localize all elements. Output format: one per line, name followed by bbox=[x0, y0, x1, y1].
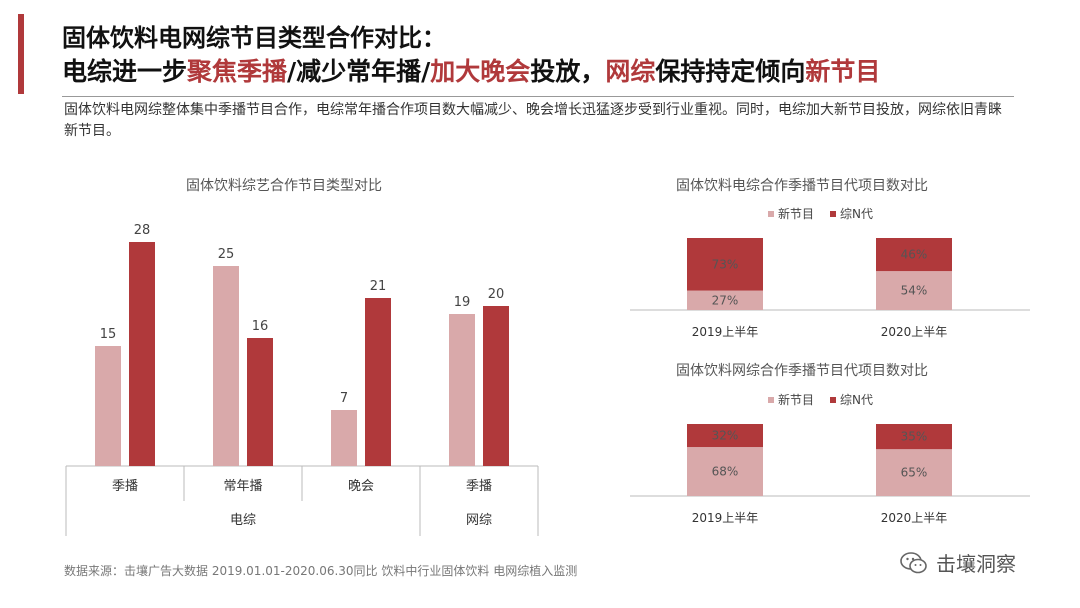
segment-label: 73% bbox=[712, 257, 739, 271]
segment-label: 54% bbox=[901, 284, 928, 298]
chart1-data-label: 21 bbox=[370, 279, 387, 294]
title-part-3: 加大晚会 bbox=[430, 57, 531, 86]
chart2-stacked-bar: 新节目 综N代 27% 73% 2019上半年 54% 46% 2020上半年 bbox=[630, 206, 1030, 339]
stacked-segment bbox=[876, 238, 952, 272]
segment-label: 65% bbox=[901, 466, 928, 480]
title-part-2: /减少常年播/ bbox=[287, 57, 431, 86]
page-description: 固体饮料电网综整体集中季播节目合作，电综常年播合作项目数大幅减少、晚会增长迅猛逐… bbox=[64, 102, 1002, 139]
stacked-segment bbox=[876, 424, 952, 450]
chart1-bar bbox=[213, 266, 239, 466]
title-part-7: 新节目 bbox=[805, 57, 881, 86]
title-part-4: 投放， bbox=[530, 57, 606, 86]
page-title-line2: 电综进一步聚焦季播/减少常年播/加大晚会投放，网综保持持定倾向新节目 bbox=[62, 52, 880, 88]
legend-label: 新节目 bbox=[778, 206, 814, 221]
chart1-bar bbox=[331, 410, 357, 466]
chart1-category-label: 晚会 bbox=[348, 479, 374, 494]
title-part-0: 电综进一步 bbox=[62, 57, 188, 86]
chart3-stacked-bar: 新节目 综N代 68% 32% 2019上半年 65% 35% 2020上半年 bbox=[630, 392, 1030, 525]
chart1-bar bbox=[129, 242, 155, 466]
category-label: 2020上半年 bbox=[881, 325, 948, 339]
wechat-icon bbox=[900, 551, 927, 573]
legend-swatch bbox=[768, 397, 774, 403]
chart1-data-label: 16 bbox=[252, 319, 269, 334]
chart1-data-label: 7 bbox=[340, 391, 348, 406]
legend-label: 新节目 bbox=[778, 392, 814, 407]
chart1-group-label: 网综 bbox=[466, 513, 492, 528]
chart1-data-label: 28 bbox=[134, 223, 151, 238]
segment-label: 68% bbox=[712, 465, 739, 479]
category-label: 2019上半年 bbox=[692, 325, 759, 339]
stacked-segment bbox=[876, 449, 952, 496]
stacked-segment bbox=[687, 447, 763, 496]
chart1-bar bbox=[95, 346, 121, 466]
chart1-category-label: 常年播 bbox=[223, 479, 262, 494]
segment-label: 27% bbox=[712, 293, 739, 307]
stacked-segment bbox=[876, 271, 952, 310]
chart1-data-label: 19 bbox=[454, 295, 471, 310]
chart1-bar bbox=[247, 338, 273, 466]
legend-swatch bbox=[830, 397, 836, 403]
brand-name: 击壤洞察 bbox=[936, 552, 1016, 576]
chart1-group-label: 电综 bbox=[230, 513, 256, 528]
segment-label: 35% bbox=[901, 430, 928, 444]
chart1-bar bbox=[483, 306, 509, 466]
chart2-title: 固体饮料电综合作季播节目代项目数对比 bbox=[676, 178, 928, 194]
chart1-data-label: 25 bbox=[218, 247, 235, 262]
brand-watermark: 击壤洞察 bbox=[900, 548, 1016, 577]
chart1-data-label: 20 bbox=[488, 287, 505, 302]
segment-label: 46% bbox=[901, 248, 928, 262]
chart1-category-label: 季播 bbox=[112, 479, 138, 494]
title-accent-bar bbox=[18, 14, 24, 94]
chart3-title: 固体饮料网综合作季播节目代项目数对比 bbox=[676, 363, 928, 379]
category-label: 2020上半年 bbox=[881, 511, 948, 525]
segment-label: 32% bbox=[712, 429, 739, 443]
chart1-bar bbox=[449, 314, 475, 466]
legend-label: 综N代 bbox=[840, 207, 873, 221]
stacked-segment bbox=[687, 238, 763, 291]
title-part-5: 网综 bbox=[605, 57, 656, 86]
legend-label: 综N代 bbox=[840, 393, 873, 407]
title-part-1: 聚焦季播 bbox=[187, 57, 288, 86]
chart1-data-label: 15 bbox=[100, 327, 117, 342]
chart1-category-label: 季播 bbox=[466, 479, 492, 494]
data-source-note: 数据来源：击壤广告大数据 2019.01.01-2020.06.30同比 饮料中… bbox=[64, 564, 578, 578]
chart1-title: 固体饮料综艺合作节目类型对比 bbox=[186, 178, 382, 194]
stacked-segment bbox=[687, 424, 763, 448]
stacked-segment bbox=[687, 290, 763, 310]
title-part-6: 保持持定倾向 bbox=[655, 57, 806, 86]
legend-swatch bbox=[830, 211, 836, 217]
page-title-line1: 固体饮料电网综节目类型合作对比： bbox=[62, 24, 446, 52]
category-label: 2019上半年 bbox=[692, 511, 759, 525]
title-divider bbox=[62, 96, 1014, 97]
chart1-bar bbox=[365, 298, 391, 466]
legend-swatch bbox=[768, 211, 774, 217]
